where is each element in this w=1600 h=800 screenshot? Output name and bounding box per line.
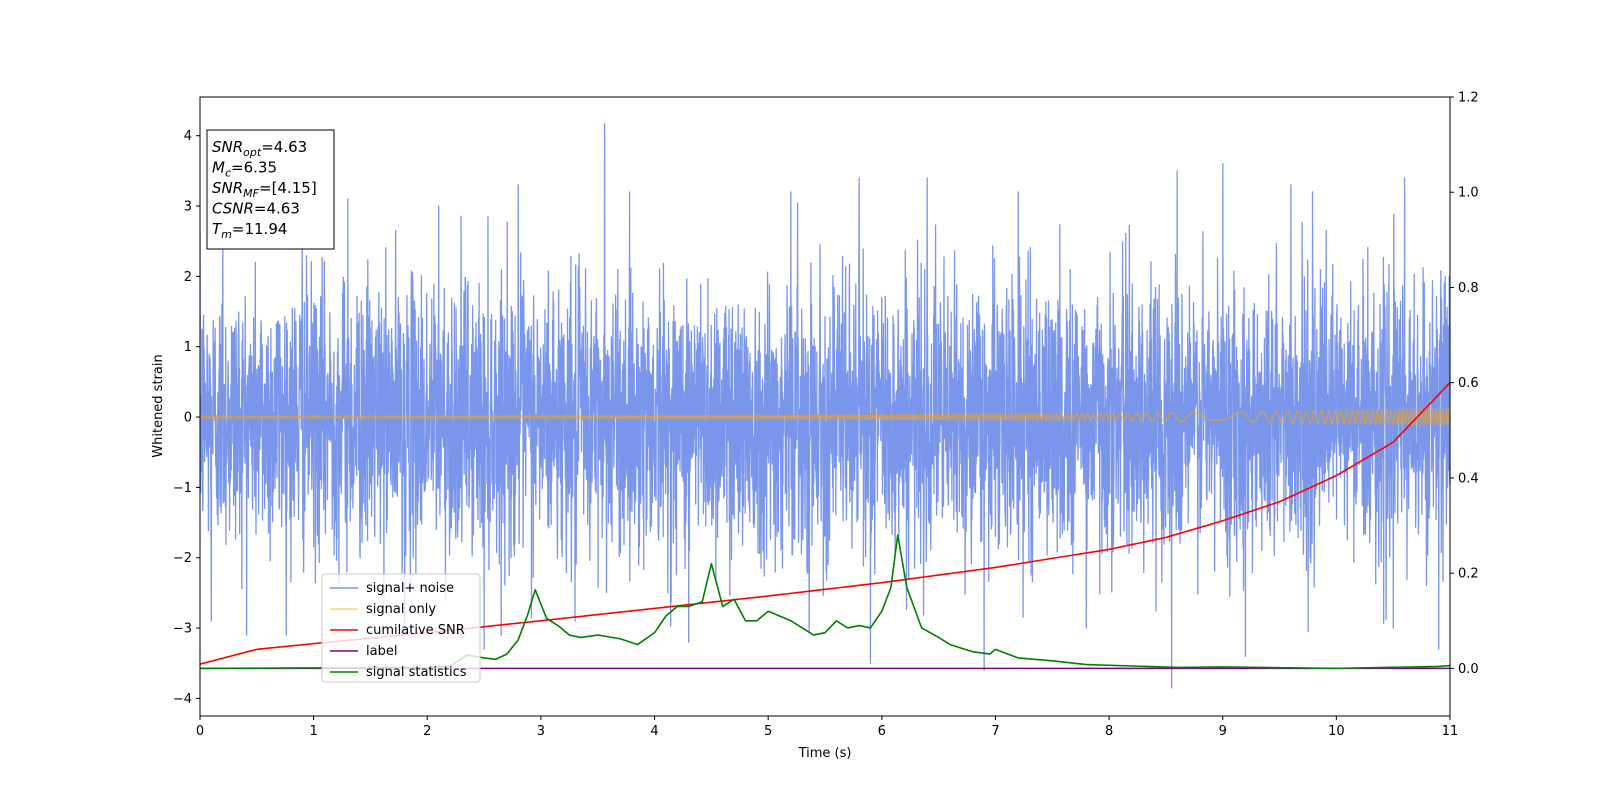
- y-left-tick-label: 2: [184, 270, 192, 285]
- x-tick-label: 8: [1105, 724, 1113, 739]
- x-tick-label: 9: [1219, 724, 1227, 739]
- y-left-tick-label: −1: [173, 481, 192, 496]
- y-left-tick-label: −4: [173, 692, 192, 707]
- y-axis-label-left: Whitened strain: [151, 354, 166, 457]
- y-left-tick-label: 4: [184, 129, 192, 144]
- info-box-frame: [206, 129, 335, 250]
- y-axis-right: 0.0 0.2 0.4 0.6 0.8 1.0 1.2: [1450, 91, 1479, 677]
- y-right-tick-label: 0.0: [1458, 662, 1479, 677]
- info-line: SNRopt=4.63: [212, 138, 307, 159]
- y-left-tick-label: −3: [173, 622, 192, 637]
- legend-entry: signal only: [366, 602, 436, 617]
- x-tick-label: 5: [764, 724, 772, 739]
- info-line: SNRMF=[4.15]: [212, 179, 317, 200]
- y-right-tick-label: 1.0: [1458, 186, 1479, 201]
- legend-entry: signal+ noise: [366, 581, 454, 596]
- x-tick-label: 1: [309, 724, 317, 739]
- y-right-tick-label: 0.6: [1458, 376, 1479, 391]
- y-right-tick-label: 0.4: [1458, 471, 1479, 486]
- legend-frame: [321, 573, 481, 683]
- x-axis: 0 1 2 3 4 5 6 7 8 9 10 11: [196, 716, 1458, 739]
- x-tick-label: 4: [650, 724, 658, 739]
- x-tick-label: 2: [423, 724, 431, 739]
- x-tick-label: 6: [878, 724, 886, 739]
- y-left-tick-label: 0: [184, 411, 192, 426]
- info-line: Tm=11.94: [212, 220, 287, 241]
- series-line-signal-noise: [200, 123, 1450, 689]
- legend-entry: signal statistics: [366, 665, 467, 680]
- series-line-signal-statistics: [200, 534, 1450, 670]
- x-tick-label: 3: [537, 724, 545, 739]
- y-left-tick-label: 3: [184, 200, 192, 215]
- y-left-tick-label: 1: [184, 340, 192, 355]
- series-line-signal-only: [200, 407, 1450, 427]
- legend-entry: cumilative SNR: [366, 623, 465, 638]
- y-left-tick-label: −2: [173, 551, 192, 566]
- x-tick-label: 11: [1442, 724, 1459, 739]
- plot-frame: [199, 96, 1451, 717]
- x-tick-label: 7: [991, 724, 999, 739]
- info-line: CSNR=4.63: [212, 200, 300, 218]
- x-tick-label: 0: [196, 724, 204, 739]
- y-right-tick-label: 1.2: [1458, 91, 1479, 106]
- info-line: Mc=6.35: [212, 159, 277, 180]
- legend: signal+ noise signal only cumilative SNR la…: [321, 573, 481, 683]
- x-axis-label: Time (s): [798, 746, 852, 761]
- y-axis-left: −4 −3 −2 −1 0 1 2 3 4: [173, 129, 200, 707]
- y-right-tick-label: 0.8: [1458, 281, 1479, 296]
- legend-entry: label: [366, 644, 397, 659]
- x-tick-label: 10: [1328, 724, 1345, 739]
- y-right-tick-label: 0.2: [1458, 567, 1479, 582]
